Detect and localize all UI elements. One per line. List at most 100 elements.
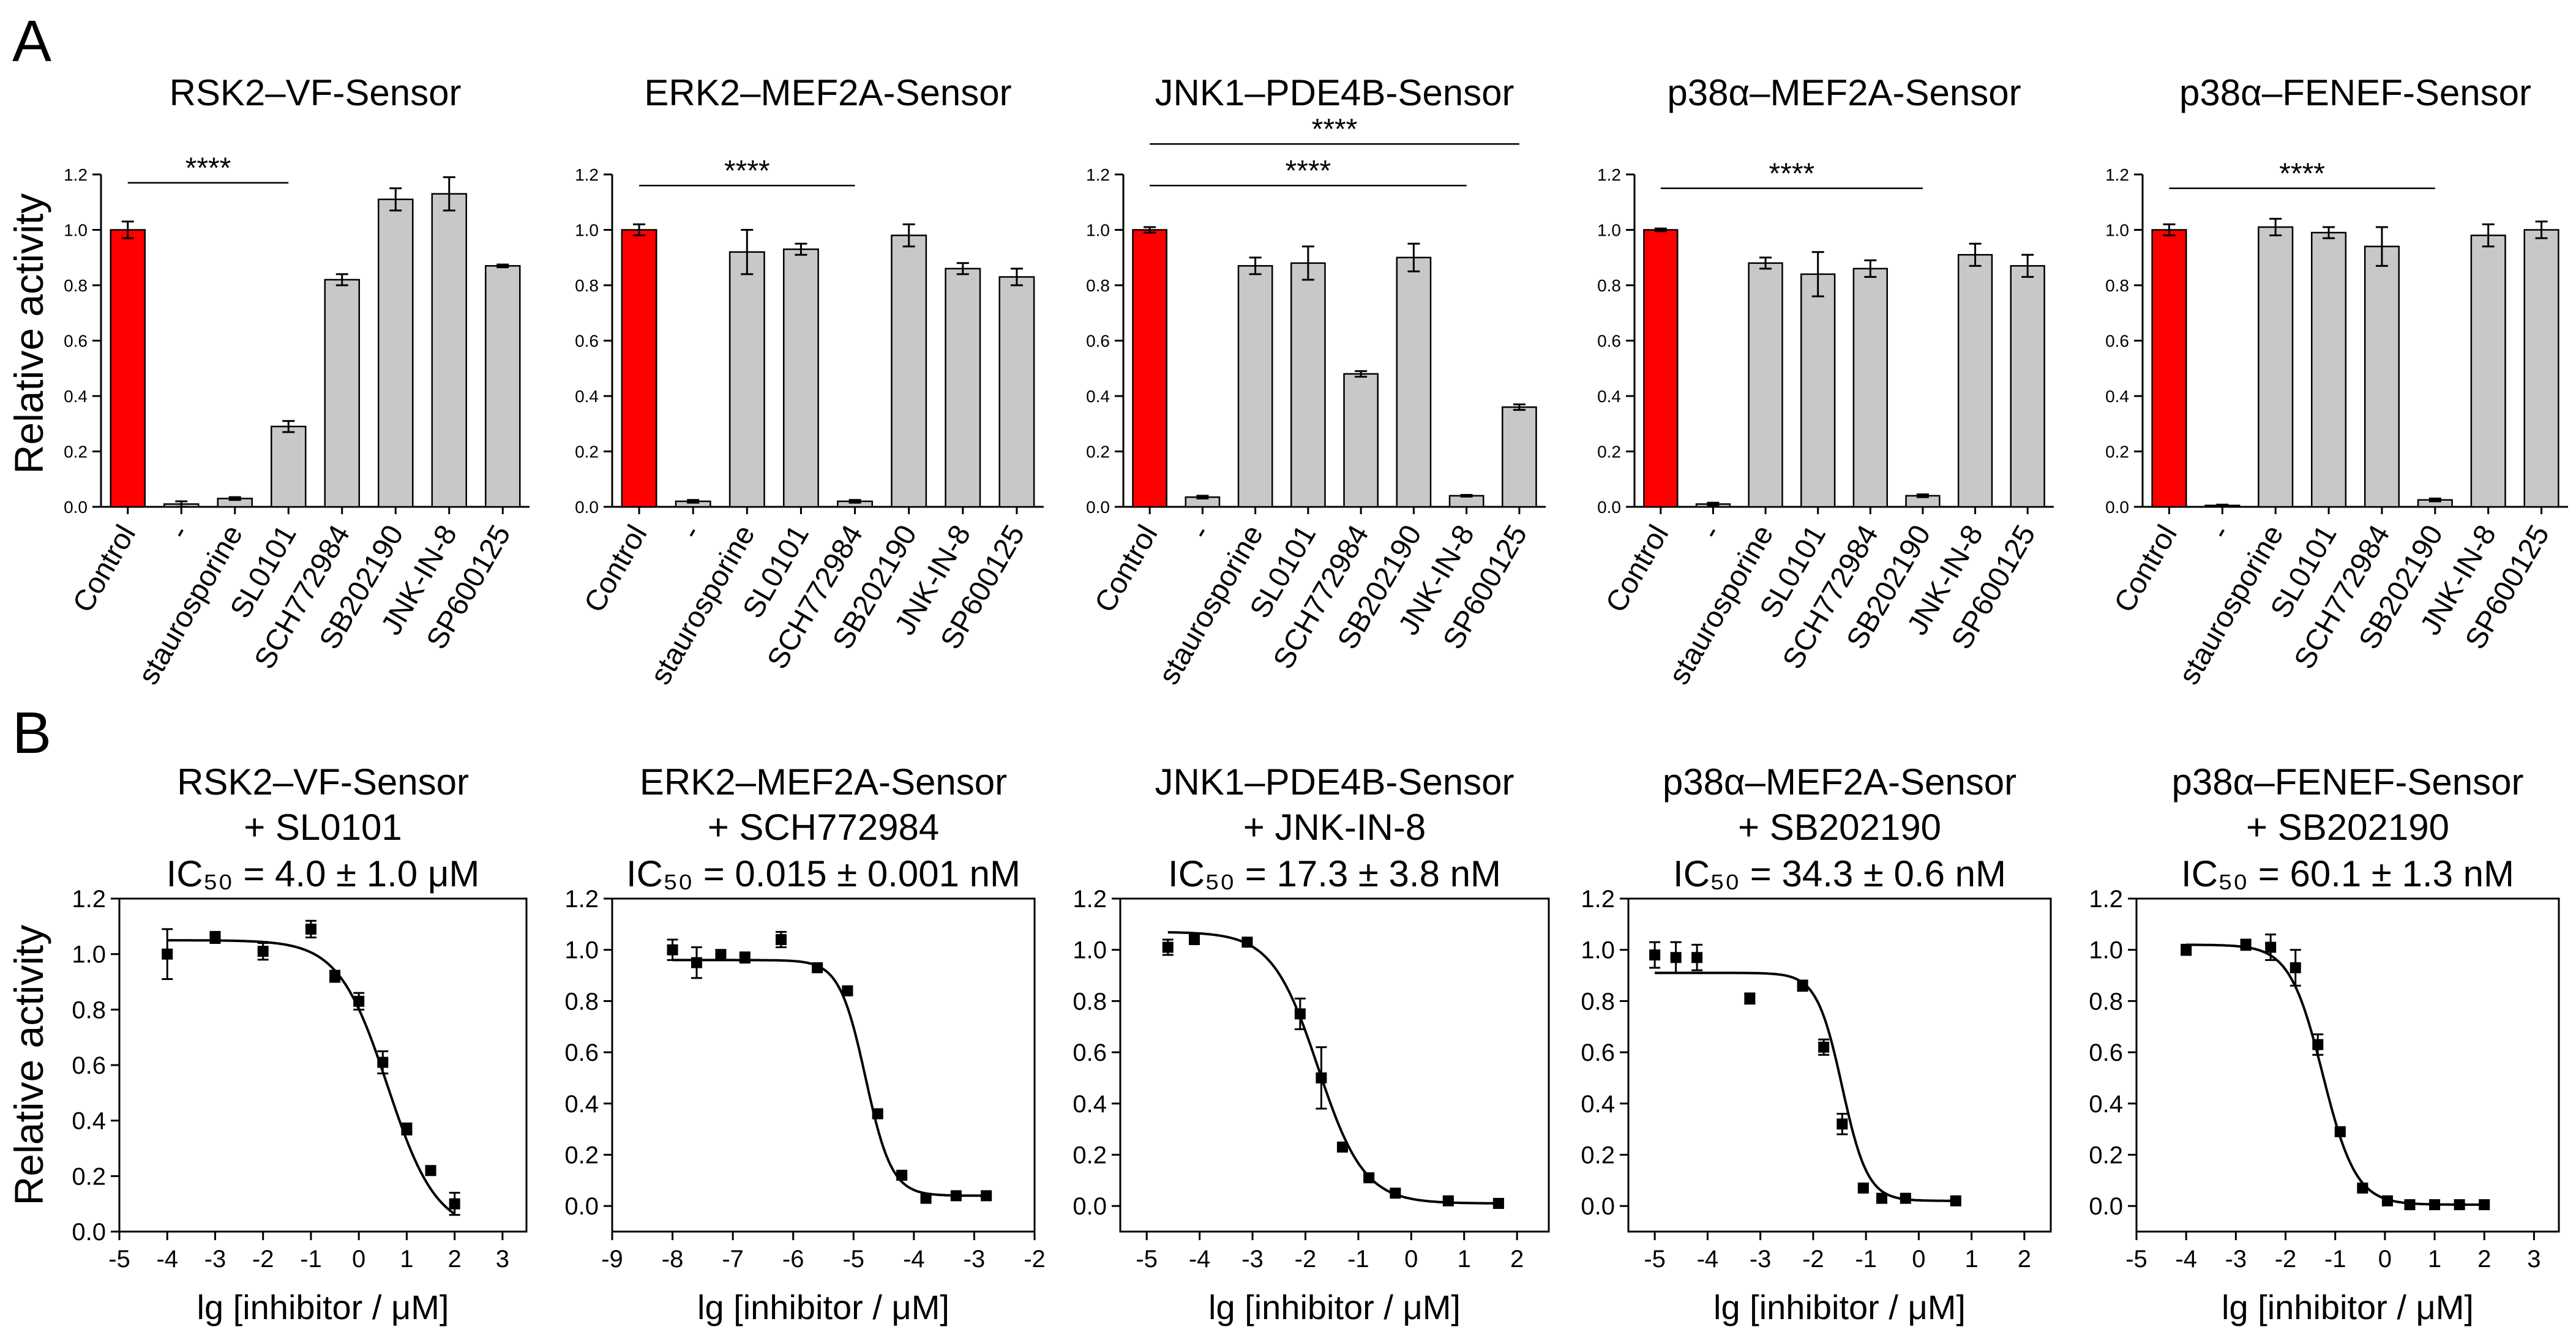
x-tick-label: 0 xyxy=(352,1246,365,1273)
data-point xyxy=(1363,1172,1375,1184)
data-point xyxy=(1390,1188,1401,1199)
data-point xyxy=(401,1123,413,1135)
y-tick-label: 0.6 xyxy=(2105,332,2129,351)
data-point xyxy=(1950,1195,1961,1206)
x-tick-label: -5 xyxy=(1644,1246,1666,1273)
y-tick-label: 1.0 xyxy=(1086,221,1110,240)
y-tick-label: 1.2 xyxy=(2089,886,2123,913)
chart-title: p38α–FENEF-Sensor xyxy=(2172,761,2524,802)
y-tick-label: 0.0 xyxy=(2089,1193,2123,1220)
y-tick-label: 0.4 xyxy=(72,1108,106,1135)
chart-title: JNK1–PDE4B-Sensor xyxy=(1155,761,1515,802)
dose-response-chart-3: JNK1–PDE4B-Sensor + JNK-IN-8 IC₅₀ = 17.3 ±… xyxy=(1073,761,1550,1326)
y-tick-label: 0.8 xyxy=(575,276,599,295)
y-tick-label: 1.0 xyxy=(564,937,599,964)
y-tick-label: 0.6 xyxy=(2089,1039,2123,1066)
y-tick-label: 0.2 xyxy=(72,1163,106,1190)
y-tick-label: 0.4 xyxy=(564,1091,599,1118)
y-tick-label: 0.2 xyxy=(1581,1142,1615,1169)
y-tick-label: 0.6 xyxy=(1597,332,1621,351)
x-tick-label: -2 xyxy=(2275,1246,2297,1273)
data-point xyxy=(1162,941,1174,953)
y-tick-label: 0.4 xyxy=(2089,1091,2123,1118)
y-tick-label: 0.2 xyxy=(64,443,88,462)
y-tick-label: 0.2 xyxy=(1086,443,1110,462)
y-tick-label: 1.0 xyxy=(575,221,599,240)
data-point xyxy=(812,962,823,973)
ic50-label: IC₅₀ = 17.3 ± 3.8 nM xyxy=(1168,853,1501,894)
x-tick-label: -2 xyxy=(1802,1246,1824,1273)
x-tick-label: -5 xyxy=(842,1246,864,1273)
y-tick-label: 0.0 xyxy=(72,1219,106,1246)
x-tick-label: -6 xyxy=(782,1246,804,1273)
x-tick-label: -4 xyxy=(1189,1246,1211,1273)
chart-title: RSK2–VF-Sensor xyxy=(177,761,469,802)
x-tick-label: -1 xyxy=(1347,1246,1369,1273)
chart-title: RSK2–VF-Sensor xyxy=(170,72,462,113)
significance-label: **** xyxy=(1286,155,1331,187)
y-tick-label: 1.0 xyxy=(64,221,88,240)
x-tick-label: -2 xyxy=(1024,1246,1046,1273)
x-tick-label: 1 xyxy=(400,1246,413,1273)
data-point xyxy=(1818,1041,1830,1053)
ic50-label: IC₅₀ = 34.3 ± 0.6 nM xyxy=(1673,853,2006,894)
bar-sl0101 xyxy=(782,248,819,508)
bar-jnkin8 xyxy=(431,193,467,508)
bar-control xyxy=(110,229,146,508)
x-tick-label: -5 xyxy=(2125,1246,2147,1273)
y-tick-label: 0.2 xyxy=(564,1142,599,1169)
y-tick-label: 0.6 xyxy=(1086,332,1110,351)
y-tick-label: 1.2 xyxy=(72,886,106,913)
y-tick-label: 0.2 xyxy=(1597,443,1621,462)
plot-frame xyxy=(611,897,1036,1233)
y-tick-label: 0.8 xyxy=(1597,276,1621,295)
bar-sl0101 xyxy=(1290,262,1326,508)
x-tick-label: -1 xyxy=(300,1246,322,1273)
data-point xyxy=(1294,1008,1306,1020)
bar-sb202190 xyxy=(1396,256,1432,508)
y-tick-label: 0.8 xyxy=(72,997,106,1023)
bar-staurosporine xyxy=(728,251,765,508)
y-tick-label: 0.4 xyxy=(1073,1091,1107,1118)
bar-sp600125 xyxy=(2523,229,2559,508)
y-tick-label: 1.2 xyxy=(1581,886,1615,913)
x-tick-label: -4 xyxy=(2175,1246,2197,1273)
y-tick-label: 0.4 xyxy=(2105,387,2129,406)
data-point xyxy=(776,933,787,945)
bar-jnkin8 xyxy=(1957,253,1993,508)
data-point xyxy=(2290,962,2301,973)
y-tick-label: 0.8 xyxy=(564,988,599,1015)
data-point xyxy=(739,952,751,963)
bar-sl0101 xyxy=(2311,231,2347,508)
bar-staurosporine xyxy=(2258,226,2294,508)
plot-frame xyxy=(1627,897,2052,1233)
y-tick-label: 0.0 xyxy=(1073,1193,1107,1220)
y-tick-label: 0.6 xyxy=(1581,1039,1615,1066)
y-tick-label: 0.6 xyxy=(1073,1039,1107,1066)
bar-sb202190 xyxy=(891,234,927,508)
chart-subtitle: + SB202190 xyxy=(1738,807,1941,848)
data-point xyxy=(950,1190,962,1202)
y-tick-label: 0.6 xyxy=(575,332,599,351)
data-point xyxy=(2181,944,2192,956)
data-point xyxy=(2479,1199,2490,1211)
data-point xyxy=(209,932,221,943)
y-tick-label: 0.8 xyxy=(64,276,88,295)
dose-response-chart-1: RSK2–VF-Sensor + SL0101 IC₅₀ = 4.0 ± 1.0 μ… xyxy=(72,761,528,1326)
data-point xyxy=(425,1165,436,1177)
y-tick-label: 1.2 xyxy=(1086,165,1110,184)
data-point xyxy=(353,995,365,1007)
y-tick-label: 1.2 xyxy=(575,165,599,184)
y-tick-label: 0.8 xyxy=(1086,276,1110,295)
dose-response-chart-2: ERK2–MEF2A-Sensor + SCH772984 IC₅₀ = 0.015… xyxy=(564,761,1045,1326)
x-axis-label: lg [inhibitor / μM] xyxy=(1208,1288,1461,1326)
y-axis-label-a: Relative activity xyxy=(6,193,51,474)
data-point xyxy=(1837,1118,1848,1130)
y-tick-label: 0.2 xyxy=(2089,1142,2123,1169)
data-point xyxy=(1691,952,1703,963)
bar-sp600125 xyxy=(1502,406,1537,508)
data-point xyxy=(1797,980,1808,992)
significance-label: **** xyxy=(1769,158,1815,190)
y-tick-label: 1.2 xyxy=(1597,165,1621,184)
